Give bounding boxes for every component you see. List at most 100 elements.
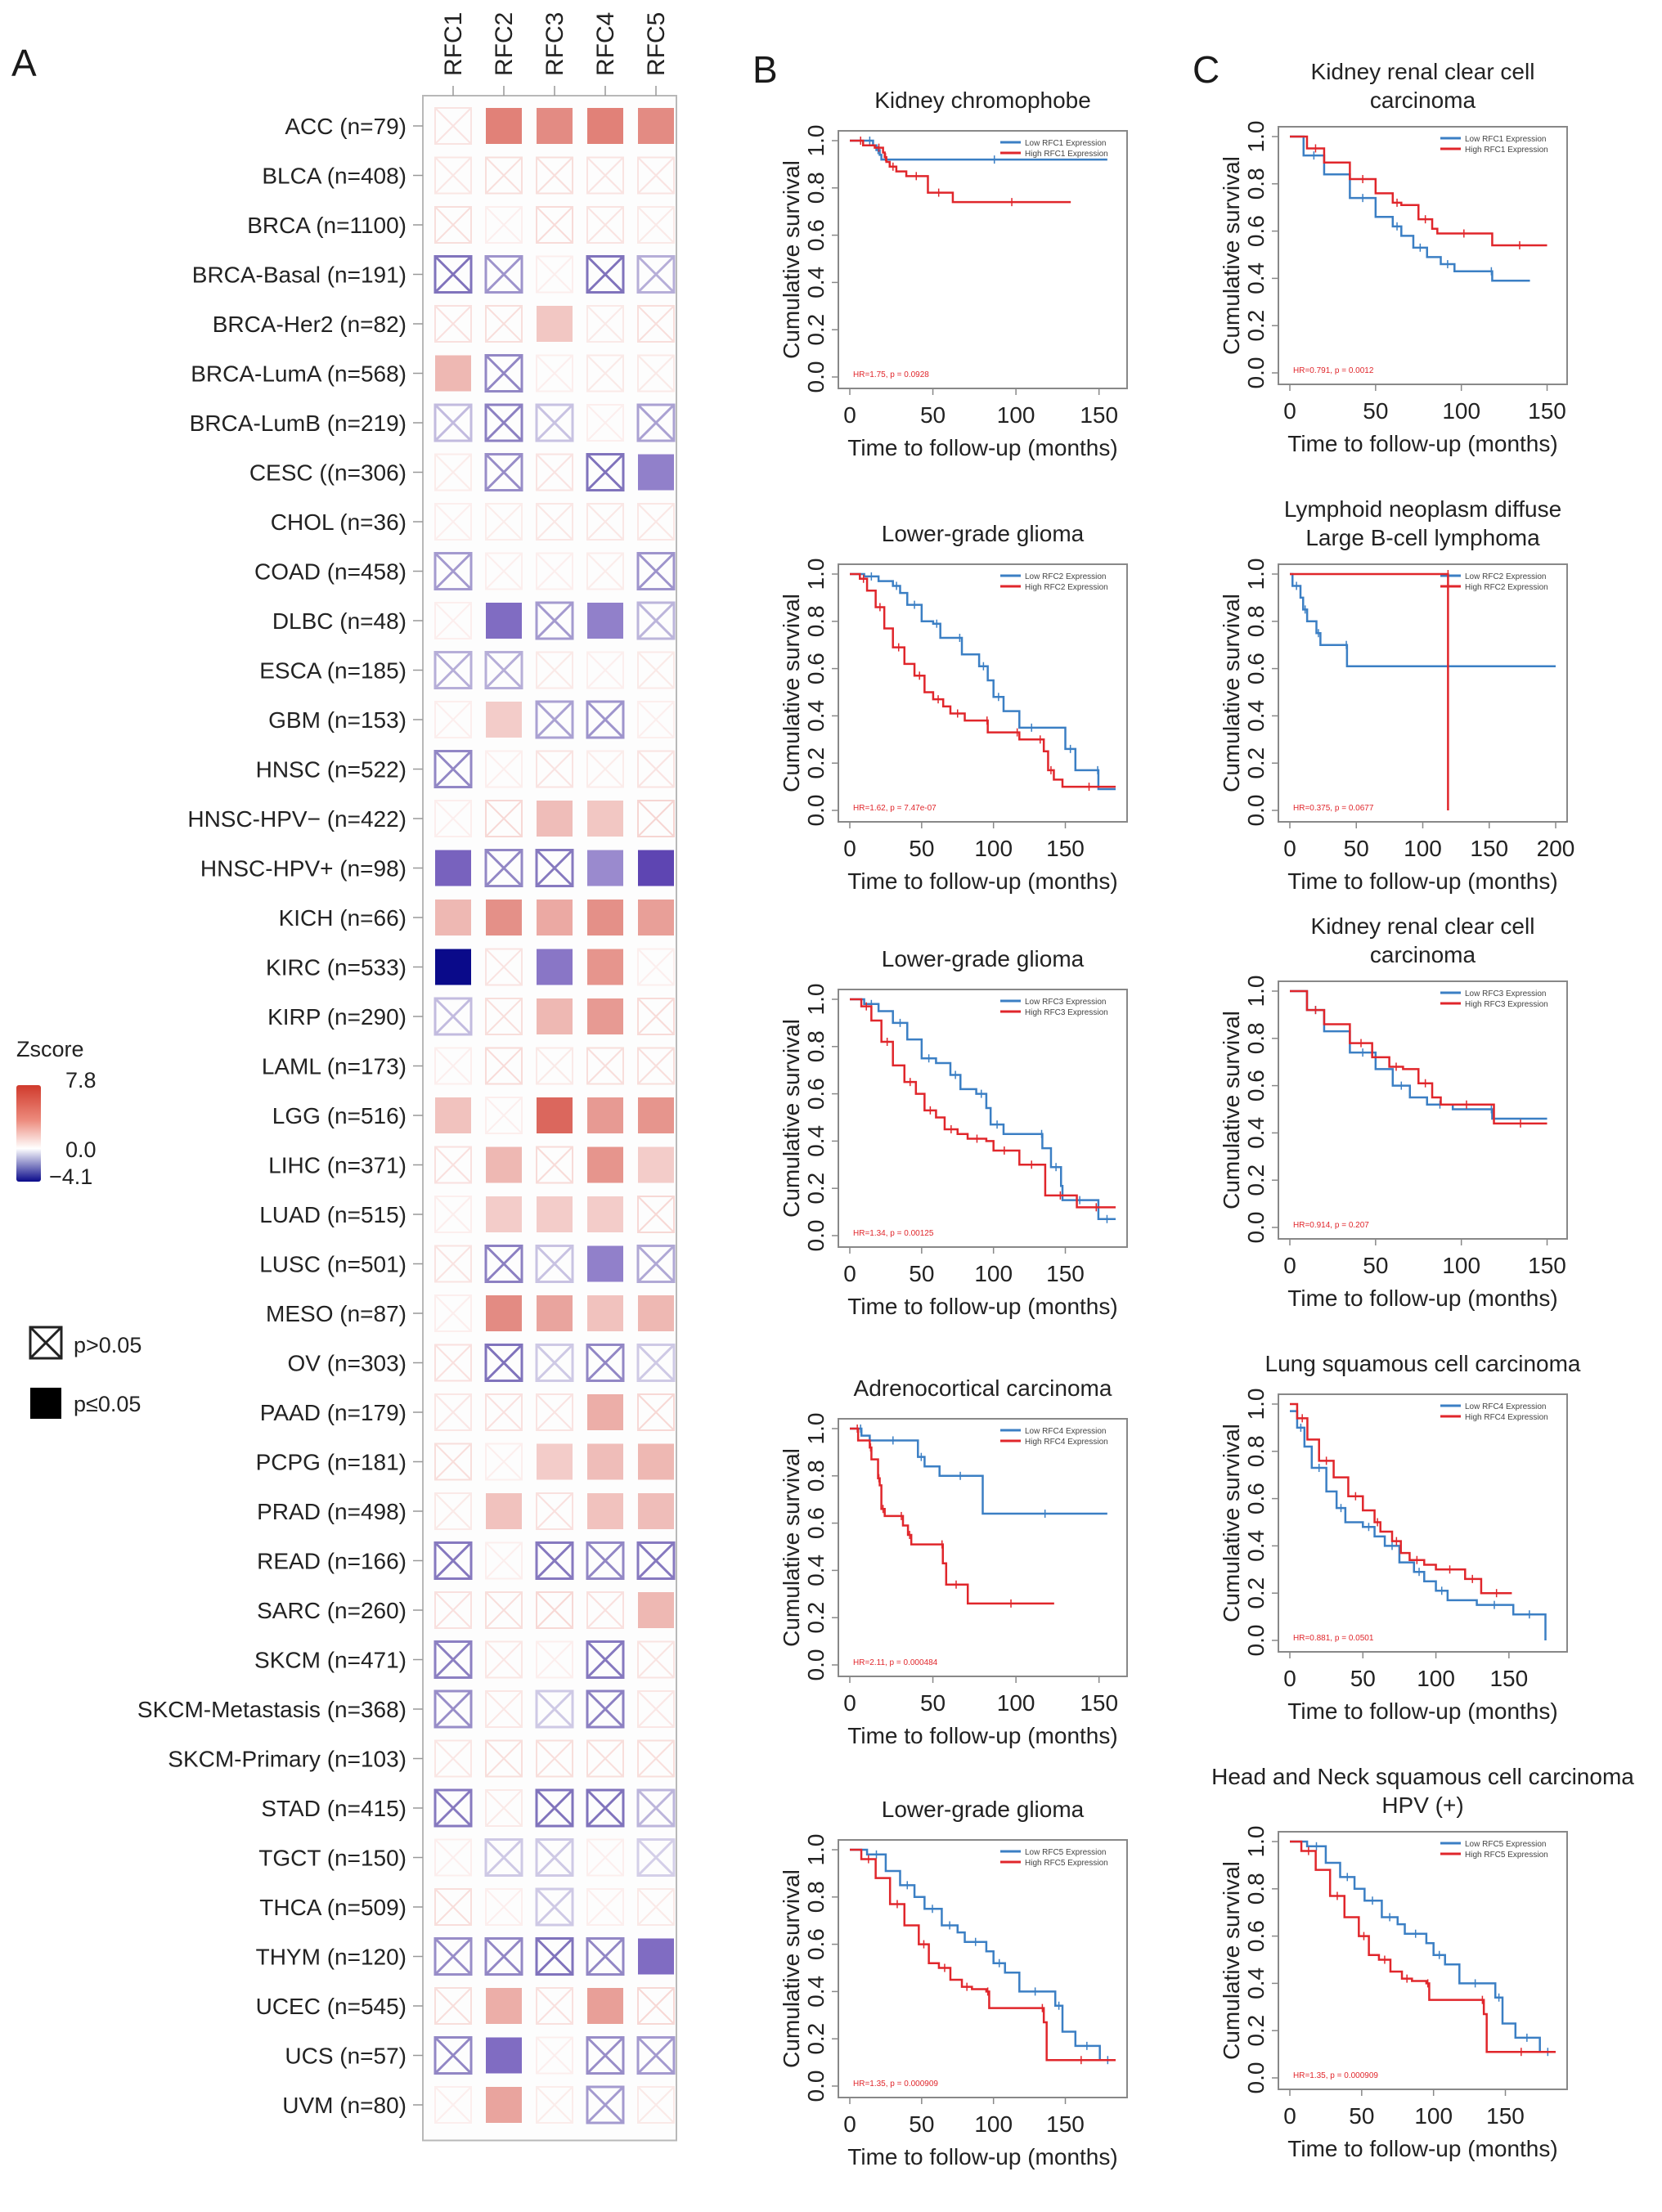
- heatmap-cell-box: [637, 206, 675, 244]
- y-tick-label: 0.2: [1243, 310, 1269, 342]
- heatmap-cell: [587, 108, 623, 144]
- heatmap-cell: [587, 801, 623, 837]
- heatmap-cell: [636, 601, 676, 640]
- heatmap-cell: [485, 1591, 523, 1629]
- heatmap-cell: [587, 1295, 623, 1331]
- heatmap-cell-cross: [535, 403, 574, 442]
- heatmap-cell-box: [586, 2036, 625, 2075]
- x-tick-label: 50: [909, 2111, 934, 2137]
- survival-curve-high: [850, 572, 1116, 788]
- heatmap-cell-cross: [433, 1689, 473, 1729]
- heatmap-cell-cross: [484, 255, 523, 294]
- heatmap-cell: [637, 701, 675, 738]
- survival-plot: Adrenocortical carcinoma 0.0 0.2 0.4 0.6 0.8 1…: [761, 1375, 1235, 1791]
- heatmap-cell-box: [434, 701, 472, 738]
- y-tick-label: 0.2: [803, 1602, 829, 1634]
- legend-label: Low RFC1 Expression: [1025, 139, 1106, 148]
- survival-plot: Lung squamous cell carcinoma 0.0 0.2 0.4 0.6…: [1201, 1351, 1662, 1766]
- heatmap-cell-box: [434, 156, 472, 195]
- heatmap-cell-box: [586, 1838, 624, 1877]
- row-label: LGG (n=516): [272, 1103, 407, 1128]
- heatmap-cell-cross: [636, 1245, 676, 1283]
- x-tick-label: 0: [1283, 1666, 1296, 1691]
- heatmap-cell: [434, 701, 472, 738]
- survival-plot-svg: Kidney renal clear cell carcinoma 0.0 0.2 0.…: [1219, 913, 1568, 1311]
- heatmap-cell-fill: [486, 603, 522, 639]
- heatmap-cell: [586, 206, 624, 244]
- heatmap-cell-cross: [535, 1887, 574, 1927]
- heatmap-cell-cross: [535, 1245, 574, 1283]
- heatmap-cell-fill: [587, 603, 623, 639]
- heatmap-cell: [536, 552, 573, 590]
- heatmap-cell-cross: [536, 1591, 573, 1629]
- heatmap-cell: [434, 602, 472, 639]
- heatmap-cell: [485, 503, 523, 541]
- heatmap-cell-cross: [536, 2036, 573, 2075]
- heatmap-cell-fill: [537, 1295, 573, 1331]
- heatmap-cell-fill: [486, 1146, 522, 1183]
- heatmap-cell-box: [434, 1344, 472, 1382]
- row-label: HNSC (n=522): [256, 757, 407, 783]
- heatmap-cell: [638, 454, 674, 491]
- heatmap-cell: [434, 206, 472, 244]
- x-tick-label: 0: [843, 836, 856, 861]
- x-tick-label: 0: [843, 1690, 856, 1716]
- heatmap-cell: [637, 1690, 675, 1728]
- heatmap-cell-cross: [484, 1344, 523, 1382]
- heatmap-cell: [587, 1146, 623, 1183]
- heatmap-cell: [537, 900, 573, 936]
- plot-title: Kidney renal clear cell: [1311, 59, 1535, 84]
- plot-frame: [838, 1418, 1128, 1677]
- heatmap-cell-cross: [433, 1937, 473, 1976]
- heatmap-cell: [586, 1689, 625, 1729]
- y-tick-label: 1.0: [803, 1413, 829, 1445]
- heatmap-cell-cross: [485, 948, 523, 986]
- legend-label: High RFC4 Expression: [1465, 1413, 1548, 1422]
- x-tick-label: 150: [1080, 1690, 1118, 1716]
- heatmap-cell-box: [434, 1739, 472, 1778]
- heatmap-cell-box: [484, 403, 523, 442]
- heatmap-cell: [536, 1739, 573, 1778]
- heatmap-cell-box: [636, 1838, 676, 1877]
- x-axis-label: Time to follow-up (months): [1287, 2136, 1557, 2161]
- heatmap-cell-box: [485, 800, 523, 837]
- heatmap-cell: [587, 850, 623, 886]
- y-tick-label: 0.0: [803, 2071, 829, 2102]
- heatmap-cell-cross: [433, 2036, 473, 2075]
- heatmap-cell-box: [485, 1789, 523, 1827]
- heatmap-cell-fill: [638, 1295, 674, 1331]
- heatmap-cell-cross: [434, 503, 472, 541]
- heatmap-cell-fill: [435, 850, 471, 886]
- heatmap-cell: [537, 949, 573, 985]
- heatmap-cell: [587, 1394, 623, 1430]
- heatmap-cell: [484, 1245, 523, 1283]
- heatmap-cell-cross: [586, 453, 625, 491]
- heatmap-cell-box: [433, 1541, 473, 1580]
- heatmap-cell-fill: [486, 1493, 522, 1529]
- x-tick-label: 50: [909, 836, 934, 861]
- heatmap-cell: [586, 1937, 625, 1976]
- heatmap-cell-fill: [587, 1394, 623, 1430]
- heatmap-cell: [485, 1640, 523, 1679]
- heatmap-cell: [586, 1788, 625, 1828]
- y-axis-label: Cumulative survival: [779, 594, 804, 792]
- heatmap-cell-fill: [435, 900, 471, 936]
- row-label: MESO (n=87): [266, 1301, 407, 1326]
- heatmap-cell-cross: [434, 1146, 472, 1184]
- heatmap-cell-cross: [586, 1344, 625, 1382]
- heatmap-cell: [536, 1047, 573, 1085]
- colorbar: [16, 1085, 41, 1182]
- heatmap-cell-fill: [638, 1146, 674, 1183]
- row-label: DLBC (n=48): [272, 608, 407, 634]
- heatmap-cell-cross: [485, 800, 523, 837]
- heatmap-cell-box: [535, 700, 574, 739]
- heatmap-cell: [433, 1689, 473, 1729]
- heatmap-cell: [486, 900, 522, 936]
- heatmap-cell: [484, 651, 523, 689]
- heatmap-cell-fill: [537, 998, 573, 1034]
- panel-label-c: C: [1193, 48, 1220, 91]
- heatmap-cell-cross: [485, 305, 523, 343]
- x-tick-label: 50: [920, 402, 946, 428]
- heatmap-cell: [434, 1443, 472, 1481]
- heatmap-cell-cross: [586, 156, 624, 195]
